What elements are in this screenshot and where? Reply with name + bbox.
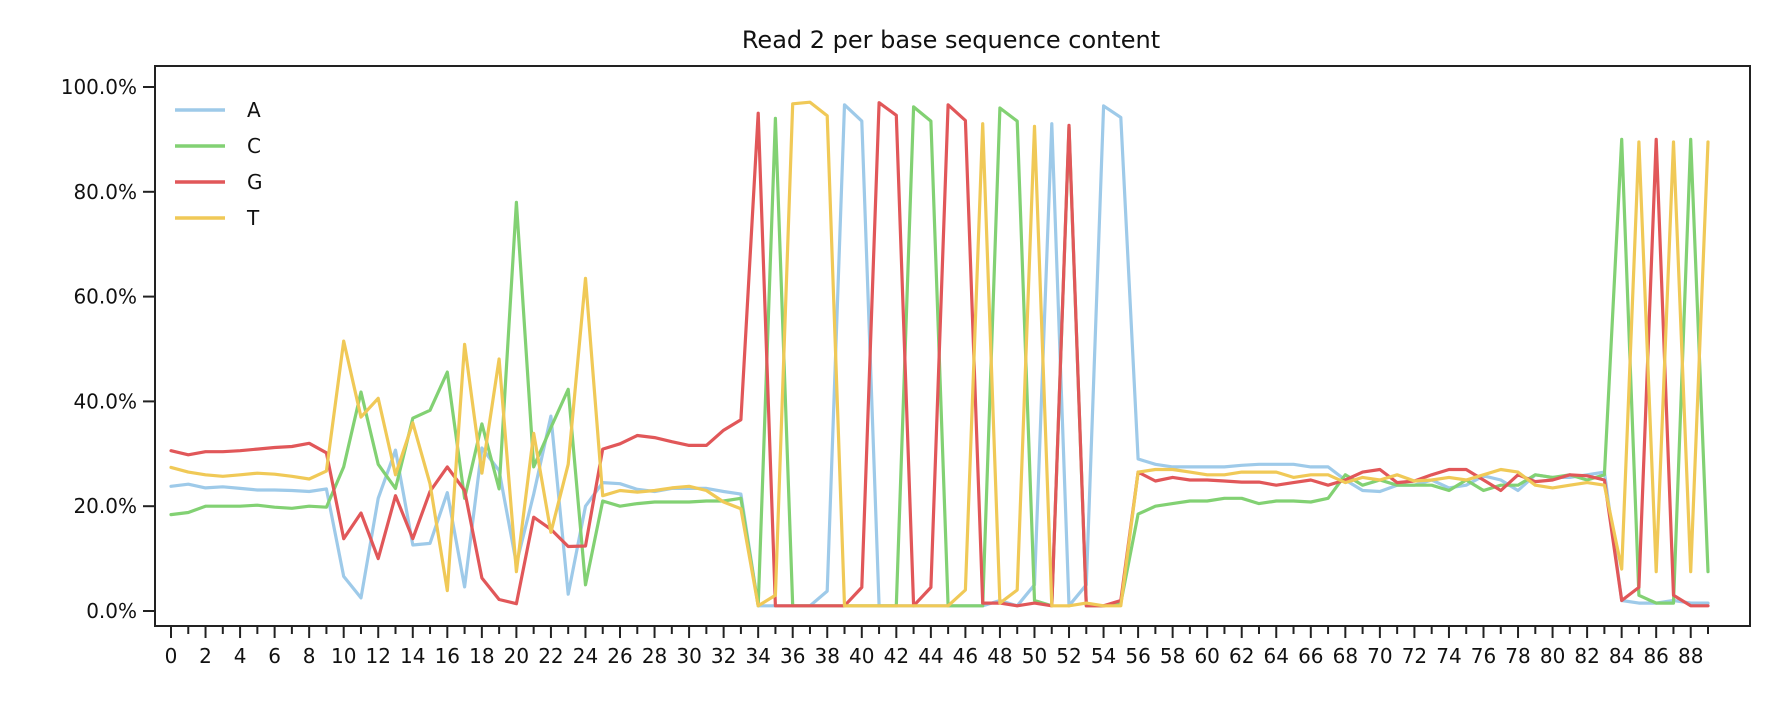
legend-label-a: A — [247, 98, 261, 122]
y-tick-label: 20.0% — [73, 494, 137, 518]
x-tick-label: 86 — [1643, 644, 1668, 668]
y-tick-label: 60.0% — [73, 285, 137, 309]
x-tick-label: 64 — [1264, 644, 1289, 668]
x-tick-label: 78 — [1505, 644, 1530, 668]
series-line-t — [169, 100, 1710, 608]
x-tick-label: 46 — [953, 644, 978, 668]
x-tick-label: 0 — [165, 644, 178, 668]
legend-label-t: T — [246, 206, 260, 230]
x-tick-label: 84 — [1609, 644, 1634, 668]
x-tick-label: 50 — [1022, 644, 1047, 668]
x-tick-label: 28 — [642, 644, 667, 668]
x-tick-label: 20 — [504, 644, 529, 668]
x-tick-label: 16 — [435, 644, 460, 668]
x-tick-label: 30 — [676, 644, 701, 668]
x-tick-label: 26 — [607, 644, 632, 668]
x-tick-label: 12 — [366, 644, 391, 668]
x-tick-label: 6 — [268, 644, 281, 668]
x-tick-label: 74 — [1436, 644, 1461, 668]
x-tick-label: 72 — [1402, 644, 1427, 668]
x-tick-label: 88 — [1678, 644, 1703, 668]
x-tick-label: 4 — [234, 644, 247, 668]
x-tick-label: 54 — [1091, 644, 1116, 668]
series-layer — [169, 100, 1710, 608]
x-tick-label: 2 — [199, 644, 212, 668]
x-tick-label: 10 — [331, 644, 356, 668]
series-line-g — [169, 101, 1710, 608]
x-tick-label: 68 — [1333, 644, 1358, 668]
axes-layer: 0.0%20.0%40.0%60.0%80.0%100.0%0 2 4 6 8 10 12 1… — [61, 75, 1709, 668]
x-tick-label: 32 — [711, 644, 736, 668]
x-tick-label: 80 — [1540, 644, 1565, 668]
plot-frame — [154, 65, 1751, 627]
x-tick-label: 82 — [1574, 644, 1599, 668]
x-tick-label: 24 — [573, 644, 598, 668]
x-tick-label: 40 — [849, 644, 874, 668]
y-tick-label: 40.0% — [73, 389, 137, 413]
y-tick-label: 100.0% — [61, 75, 137, 99]
x-tick-label: 70 — [1367, 644, 1392, 668]
legend-label-g: G — [247, 170, 263, 194]
x-tick-label: 56 — [1125, 644, 1150, 668]
x-tick-label: 66 — [1298, 644, 1323, 668]
x-tick-label: 62 — [1229, 644, 1254, 668]
x-tick-label: 60 — [1194, 644, 1219, 668]
x-tick-label: 34 — [745, 644, 770, 668]
x-tick-label: 36 — [780, 644, 805, 668]
x-tick-label: 76 — [1471, 644, 1496, 668]
x-tick-label: 48 — [987, 644, 1012, 668]
x-tick-label: 14 — [400, 644, 425, 668]
x-tick-label: 52 — [1056, 644, 1081, 668]
x-tick-label: 22 — [538, 644, 563, 668]
x-tick-label: 42 — [884, 644, 909, 668]
legend-label-c: C — [247, 134, 261, 158]
y-tick-label: 0.0% — [86, 599, 137, 623]
x-tick-label: 38 — [815, 644, 840, 668]
y-tick-label: 80.0% — [73, 180, 137, 204]
chart-title: Read 2 per base sequence content — [742, 26, 1160, 54]
x-tick-label: 8 — [303, 644, 316, 668]
x-tick-label: 58 — [1160, 644, 1185, 668]
x-tick-label: 44 — [918, 644, 943, 668]
x-tick-label: 18 — [469, 644, 494, 668]
